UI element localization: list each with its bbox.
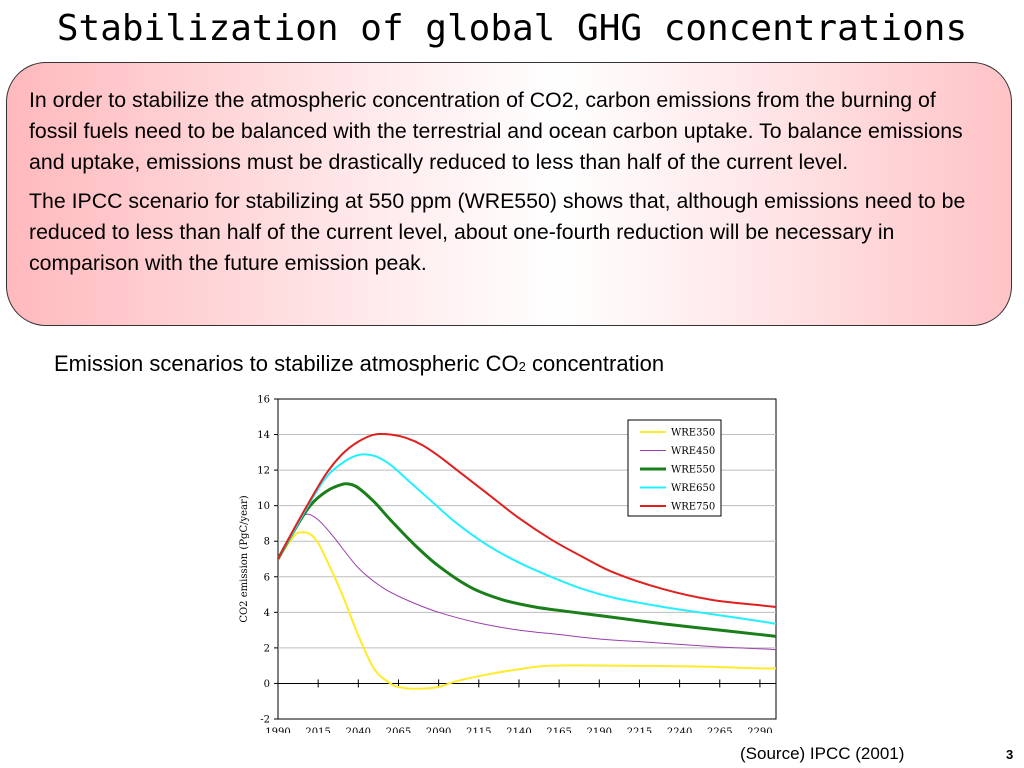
- emission-chart: -2 0 2 4 6 8 10 12 14 16 1990 2015 2040 2065 2090 2115 2…: [239, 395, 777, 733]
- x-tick-label: 1990: [265, 727, 290, 733]
- x-tick-label: 2065: [386, 727, 411, 733]
- y-tick-label: -2: [260, 715, 270, 726]
- description-box: In order to stabilize the atmospheric co…: [6, 62, 1012, 326]
- chart-caption-text: Emission scenarios to stabilize atmosphe…: [54, 351, 519, 376]
- y-tick-label: 12: [257, 466, 270, 477]
- chart-caption: Emission scenarios to stabilize atmosphe…: [54, 351, 664, 377]
- y-tick-label: 6: [264, 572, 270, 583]
- x-tick-label: 2165: [546, 727, 571, 733]
- x-tick-label: 2290: [747, 727, 772, 733]
- source-note: (Source) IPCC (2001): [740, 744, 905, 763]
- legend-label-wre750: WRE750: [671, 502, 715, 513]
- legend-label-wre350: WRE350: [671, 428, 715, 439]
- legend-label-wre650: WRE650: [671, 483, 715, 494]
- y-tick-label: 0: [264, 679, 270, 690]
- x-tick-label: 2090: [426, 727, 451, 733]
- chart-caption-subscript: 2: [518, 359, 526, 374]
- x-tick-label: 2015: [305, 727, 330, 733]
- x-tick-label: 2190: [587, 727, 612, 733]
- series-line-wre350: [277, 531, 777, 690]
- y-tick-label: 14: [257, 430, 270, 441]
- series-line-wre450: [277, 513, 777, 651]
- y-axis-label: CO2 emission (PgC/year): [239, 495, 250, 622]
- x-tick-label: 2265: [707, 727, 732, 733]
- y-tick-label: 2: [264, 643, 270, 654]
- x-tick-label: 2240: [667, 727, 692, 733]
- y-tick-label: 4: [264, 608, 270, 619]
- paragraph-2: The IPCC scenario for stabilizing at 550…: [29, 189, 966, 275]
- x-tick-label: 2140: [506, 727, 531, 733]
- series-line-wre550: [276, 482, 777, 638]
- y-tick-label: 8: [264, 537, 270, 548]
- page-number: 3: [1006, 747, 1014, 762]
- legend-label-wre450: WRE450: [671, 446, 715, 457]
- y-tick-label: 10: [257, 501, 270, 512]
- slide-title: Stabilization of global GHG concentratio…: [56, 8, 968, 49]
- x-tick-label: 2215: [627, 727, 652, 733]
- legend-label-wre550: WRE550: [671, 465, 715, 476]
- series-line-wre750: [277, 432, 777, 608]
- paragraph-1: In order to stabilize the atmospheric co…: [29, 88, 963, 174]
- y-tick-label: 16: [257, 395, 270, 406]
- chart-caption-end: concentration: [525, 351, 665, 376]
- series-line-wre650: [277, 453, 777, 625]
- x-tick-label: 2115: [466, 727, 491, 733]
- x-tick-label: 2040: [346, 727, 371, 733]
